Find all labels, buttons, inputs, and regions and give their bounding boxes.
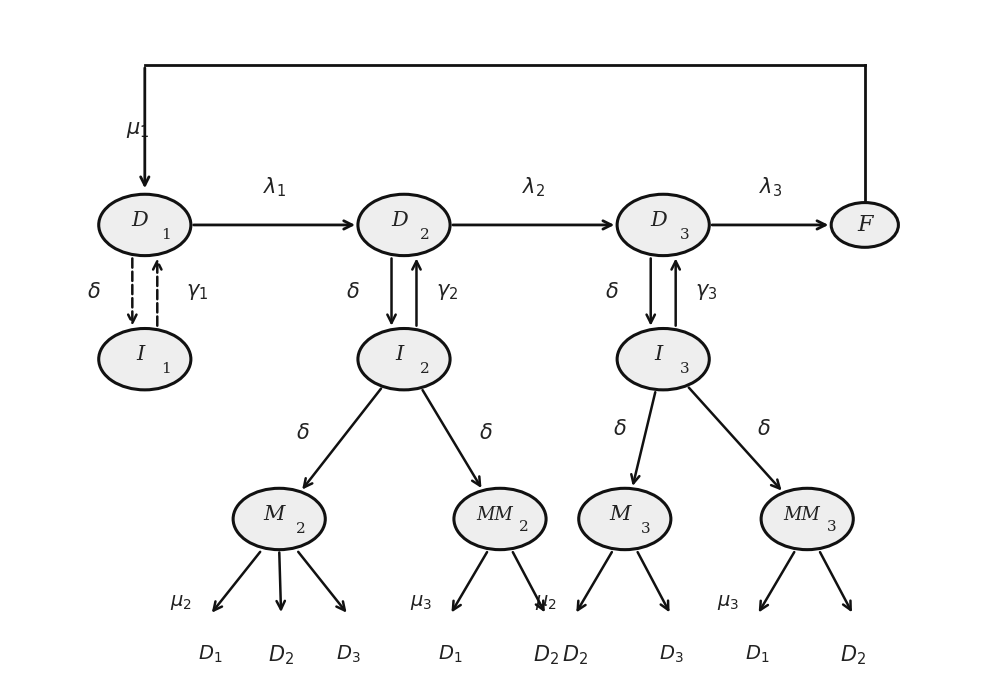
Text: $\lambda_2$: $\lambda_2$ [522,175,545,199]
Text: $\gamma_3$: $\gamma_3$ [695,282,717,302]
Text: D: D [132,211,148,230]
Circle shape [617,328,709,390]
Circle shape [454,488,546,549]
Text: $D_2$: $D_2$ [268,643,294,667]
Text: $\delta$: $\delta$ [479,423,492,443]
Text: D: D [650,211,667,230]
Text: 3: 3 [826,520,836,534]
Text: 3: 3 [680,362,689,376]
Text: $\gamma_1$: $\gamma_1$ [186,282,208,302]
Circle shape [233,488,325,549]
Text: $\delta$: $\delta$ [757,420,771,439]
Text: $\delta$: $\delta$ [605,282,619,302]
Text: $D_1$: $D_1$ [745,643,769,665]
Text: 3: 3 [641,522,651,536]
Circle shape [358,328,450,390]
Text: $D_3$: $D_3$ [336,643,361,665]
Circle shape [617,194,709,256]
Text: $\mu_2$: $\mu_2$ [535,593,557,612]
Text: $\gamma_2$: $\gamma_2$ [436,282,458,302]
Text: $\mu_3$: $\mu_3$ [717,593,740,612]
Text: $D_3$: $D_3$ [659,643,683,665]
Text: $D_1$: $D_1$ [198,643,222,665]
Text: 1: 1 [161,228,171,241]
Text: 1: 1 [161,362,171,376]
Text: $\lambda_3$: $\lambda_3$ [759,175,782,199]
Text: $\delta$: $\delta$ [613,420,627,439]
Text: $\lambda_1$: $\lambda_1$ [263,175,286,199]
Text: $\mu_2$: $\mu_2$ [170,593,192,612]
Text: D: D [391,211,408,230]
Circle shape [579,488,671,549]
Text: I: I [654,345,663,364]
Text: 3: 3 [680,228,689,241]
Text: $\mu_1$: $\mu_1$ [126,120,149,140]
Text: 2: 2 [420,228,430,241]
Text: 2: 2 [420,362,430,376]
Text: MM: MM [476,505,513,524]
Text: M: M [609,505,631,524]
Text: $\delta$: $\delta$ [87,282,101,302]
Text: $D_2$: $D_2$ [840,643,866,667]
Circle shape [831,203,898,248]
Circle shape [99,328,191,390]
Text: $\delta$: $\delta$ [346,282,360,302]
Text: 2: 2 [295,522,305,536]
Text: $D_2$: $D_2$ [533,643,559,667]
Circle shape [761,488,853,549]
Text: 2: 2 [519,520,529,534]
Text: $D_1$: $D_1$ [438,643,462,665]
Text: M: M [264,505,285,524]
Text: $\mu_3$: $\mu_3$ [410,593,432,612]
Circle shape [99,194,191,256]
Text: $D_2$: $D_2$ [562,643,588,667]
Text: MM: MM [783,505,820,524]
Text: I: I [136,345,144,364]
Circle shape [358,194,450,256]
Text: I: I [395,345,403,364]
Text: $\delta$: $\delta$ [296,423,310,443]
Text: F: F [857,214,873,236]
